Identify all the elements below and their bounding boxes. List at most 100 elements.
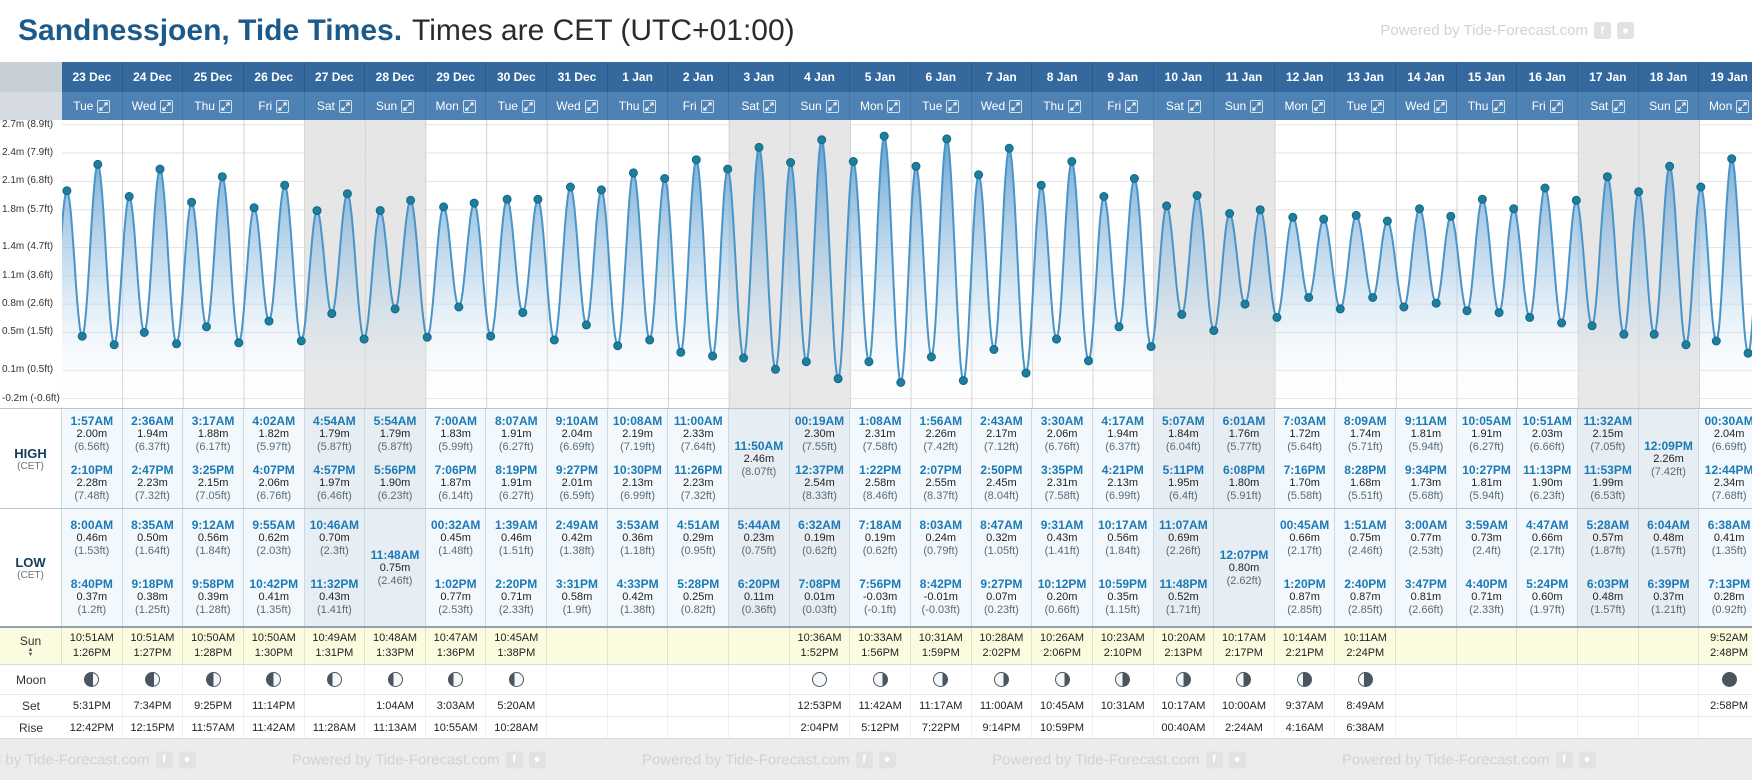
tide-extreme-marker[interactable] (1696, 182, 1706, 192)
tide-extreme-marker[interactable] (739, 353, 749, 363)
tide-extreme-marker[interactable] (406, 195, 416, 205)
tide-extreme-marker[interactable] (312, 206, 322, 216)
tide-extreme-marker[interactable] (1368, 293, 1378, 302)
tide-extreme-marker[interactable] (1004, 143, 1014, 153)
expand-day-icon[interactable] (1736, 99, 1750, 113)
expand-day-icon[interactable] (1370, 99, 1384, 113)
tide-extreme-marker[interactable] (1272, 312, 1282, 322)
tide-extreme-marker[interactable] (1319, 214, 1329, 224)
tide-extreme-marker[interactable] (1240, 299, 1250, 309)
tide-extreme-marker[interactable] (342, 189, 352, 199)
tide-extreme-marker[interactable] (1255, 205, 1265, 215)
tide-extreme-marker[interactable] (124, 192, 134, 201)
tide-extreme-marker[interactable] (1225, 209, 1235, 218)
tide-extreme-marker[interactable] (172, 339, 181, 349)
tide-extreme-marker[interactable] (280, 180, 290, 190)
tide-extreme-marker[interactable] (1634, 187, 1644, 197)
tide-extreme-marker[interactable] (1494, 308, 1504, 318)
tide-extreme-marker[interactable] (1602, 172, 1612, 182)
tide-extreme-marker[interactable] (942, 134, 952, 144)
tide-extreme-marker[interactable] (786, 158, 796, 167)
tide-extreme-marker[interactable] (1462, 306, 1472, 316)
tide-extreme-marker[interactable] (1711, 336, 1721, 346)
tide-extreme-marker[interactable] (249, 203, 259, 213)
tide-extreme-marker[interactable] (628, 168, 638, 178)
tide-extreme-marker[interactable] (660, 174, 670, 183)
tide-extreme-marker[interactable] (217, 172, 227, 182)
tide-extreme-marker[interactable] (1571, 195, 1581, 205)
tide-extreme-marker[interactable] (1129, 174, 1139, 183)
tide-extreme-marker[interactable] (708, 351, 718, 361)
tide-extreme-marker[interactable] (359, 334, 369, 344)
expand-day-icon[interactable] (1492, 99, 1506, 113)
expand-day-icon[interactable] (97, 99, 111, 113)
tide-extreme-marker[interactable] (1540, 183, 1550, 193)
expand-day-icon[interactable] (887, 99, 901, 113)
tide-extreme-marker[interactable] (896, 378, 906, 387)
tide-extreme-marker[interactable] (974, 170, 984, 180)
tide-extreme-marker[interactable] (375, 206, 385, 216)
tide-extreme-marker[interactable] (1052, 334, 1061, 344)
expand-day-icon[interactable] (1009, 99, 1023, 113)
tide-extreme-marker[interactable] (771, 364, 780, 374)
tide-extreme-marker[interactable] (1099, 192, 1109, 201)
tide-extreme-marker[interactable] (1477, 194, 1487, 204)
tide-extreme-marker[interactable] (1209, 326, 1219, 336)
tide-extreme-marker[interactable] (1525, 312, 1535, 322)
tide-extreme-marker[interactable] (77, 331, 87, 341)
tide-extreme-marker[interactable] (1177, 310, 1187, 319)
tide-extreme-marker[interactable] (754, 142, 764, 152)
tide-extreme-marker[interactable] (1335, 304, 1345, 314)
tide-extreme-marker[interactable] (422, 332, 432, 342)
expand-day-icon[interactable] (462, 99, 476, 113)
tide-extreme-marker[interactable] (502, 194, 512, 204)
tide-extreme-marker[interactable] (801, 357, 811, 367)
tide-extreme-marker[interactable] (1415, 204, 1424, 214)
tide-extreme-marker[interactable] (533, 194, 543, 204)
tide-extreme-marker[interactable] (879, 131, 889, 141)
tide-extreme-marker[interactable] (93, 159, 103, 169)
expand-day-icon[interactable] (643, 99, 657, 113)
expand-day-icon[interactable] (1187, 99, 1201, 113)
tide-extreme-marker[interactable] (187, 197, 197, 207)
tide-extreme-marker[interactable] (596, 185, 606, 195)
tide-extreme-marker[interactable] (864, 357, 874, 367)
tide-extreme-marker[interactable] (911, 161, 921, 171)
tide-extreme-marker[interactable] (565, 182, 575, 192)
tide-extreme-marker[interactable] (1446, 211, 1456, 221)
tide-extreme-marker[interactable] (958, 376, 968, 386)
tide-extreme-marker[interactable] (486, 331, 496, 341)
expand-day-icon[interactable] (700, 99, 714, 113)
tide-extreme-marker[interactable] (202, 322, 211, 332)
tide-extreme-marker[interactable] (926, 352, 936, 362)
tide-extreme-marker[interactable] (676, 347, 686, 357)
tide-extreme-marker[interactable] (390, 304, 400, 314)
tide-extreme-marker[interactable] (109, 340, 119, 350)
tide-extreme-marker[interactable] (1727, 154, 1737, 164)
expand-day-icon[interactable] (1612, 99, 1626, 113)
tide-extreme-marker[interactable] (723, 164, 733, 174)
tide-extreme-marker[interactable] (1351, 210, 1361, 220)
tide-extreme-marker[interactable] (439, 202, 449, 212)
tide-extreme-marker[interactable] (989, 345, 999, 354)
expand-day-icon[interactable] (160, 99, 174, 113)
sun-expand-icon[interactable]: ▲ ▼ (27, 647, 34, 658)
tide-extreme-marker[interactable] (1067, 157, 1077, 166)
tide-extreme-marker[interactable] (1192, 191, 1202, 200)
tide-extreme-marker[interactable] (848, 157, 858, 166)
tide-extreme-marker[interactable] (518, 308, 528, 318)
tide-extreme-marker[interactable] (1509, 204, 1519, 214)
expand-day-icon[interactable] (584, 99, 598, 113)
tide-extreme-marker[interactable] (549, 335, 559, 345)
expand-day-icon[interactable] (521, 99, 535, 113)
expand-day-icon[interactable] (401, 99, 415, 113)
tide-extreme-marker[interactable] (264, 316, 274, 326)
tide-extreme-marker[interactable] (296, 336, 306, 346)
tide-extreme-marker[interactable] (139, 328, 149, 337)
tide-extreme-marker[interactable] (1114, 322, 1124, 332)
tide-extreme-marker[interactable] (1021, 368, 1031, 378)
expand-day-icon[interactable] (825, 99, 839, 113)
tide-extreme-marker[interactable] (581, 320, 591, 330)
tide-extreme-marker[interactable] (1431, 298, 1441, 308)
tide-extreme-marker[interactable] (833, 374, 843, 384)
